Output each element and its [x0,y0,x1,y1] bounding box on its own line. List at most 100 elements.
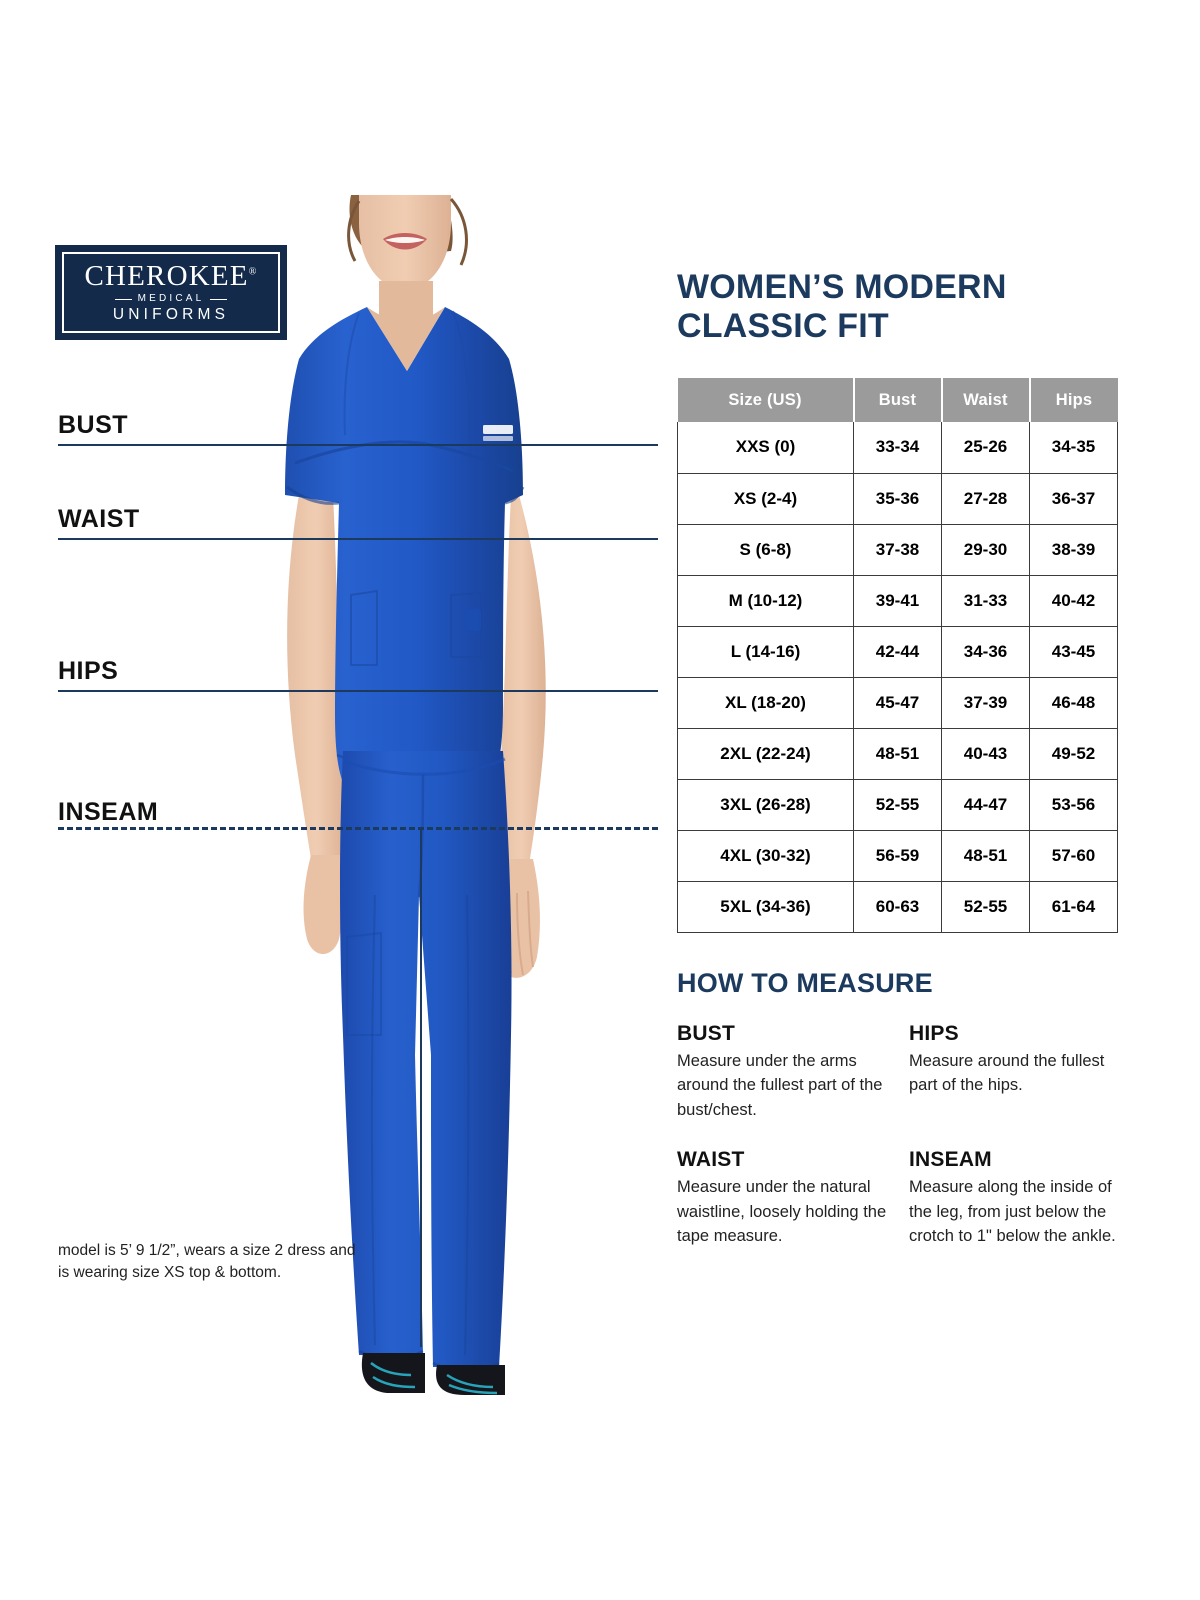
logo-rule-right-icon [210,298,228,300]
marker-label-hips: HIPS [58,657,119,685]
table-row: 5XL (34-36) 60-63 52-55 61-64 [677,881,1118,933]
table-row: XS (2-4) 35-36 27-28 36-37 [677,473,1118,525]
logo-brand-text: CHEROKEE® [84,262,257,291]
cherokee-logo: CHEROKEE® MEDICAL UNIFORMS [55,245,287,340]
cell-hips: 34-35 [1029,422,1118,474]
cell-bust: 56-59 [853,830,942,882]
logo-brand-label: CHEROKEE [84,260,249,293]
marker-line-hips [58,690,658,692]
table-row: XXS (0) 33-34 25-26 34-35 [677,422,1118,474]
logo-inner-frame: CHEROKEE® MEDICAL UNIFORMS [62,252,280,333]
cell-waist: 52-55 [941,881,1030,933]
cell-bust: 45-47 [853,677,942,729]
marker-label-inseam: INSEAM [58,798,159,826]
cell-bust: 42-44 [853,626,942,678]
table-row: 3XL (26-28) 52-55 44-47 53-56 [677,779,1118,831]
cell-hips: 46-48 [1029,677,1118,729]
cell-bust: 52-55 [853,779,942,831]
model-shoes [361,1353,505,1395]
cell-bust: 39-41 [853,575,942,627]
cell-waist: 29-30 [941,524,1030,576]
cell-waist: 27-28 [941,473,1030,525]
cell-size: XL (18-20) [677,677,854,729]
cell-size: 3XL (26-28) [677,779,854,831]
marker-line-inseam [58,827,658,830]
how-to-item-text: Measure under the arms around the fulles… [677,1052,883,1119]
table-row: 2XL (22-24) 48-51 40-43 49-52 [677,728,1118,780]
cell-size: M (10-12) [677,575,854,627]
cell-waist: 44-47 [941,779,1030,831]
column-header-hips: Hips [1029,378,1118,422]
how-to-item-title: WAIST [677,1148,745,1172]
marker-line-inseam-vertical [420,827,422,1347]
cell-waist: 48-51 [941,830,1030,882]
how-to-item-text: Measure along the inside of the leg, fro… [909,1178,1116,1246]
cell-size: XXS (0) [677,422,854,474]
brand-tag-icon [483,425,513,441]
column-header-waist: Waist [941,378,1031,422]
cell-waist: 40-43 [941,728,1030,780]
model-caption: model is 5’ 9 1/2”, wears a size 2 dress… [58,1242,356,1281]
how-to-item-bust: BUST Measure under the arms around the f… [677,1022,909,1122]
model-right-arm [497,495,546,894]
cell-size: 2XL (22-24) [677,728,854,780]
model-neck [379,281,433,327]
how-to-item-title: INSEAM [909,1148,992,1172]
cell-bust: 35-36 [853,473,942,525]
column-header-bust: Bust [853,378,943,422]
cell-hips: 53-56 [1029,779,1118,831]
logo-rule-left-icon [114,298,132,300]
how-to-measure-grid: BUST Measure under the arms around the f… [677,1022,1118,1248]
cell-hips: 57-60 [1029,830,1118,882]
scrub-pants [340,751,512,1372]
cell-waist: 34-36 [941,626,1030,678]
how-to-item-text: Measure around the fullest part of the h… [909,1052,1105,1095]
model-left-hand [303,855,344,954]
cell-bust: 37-38 [853,524,942,576]
how-to-measure-heading: HOW TO MEASURE [677,968,933,998]
column-header-size: Size (US) [677,378,855,422]
how-to-item-title: BUST [677,1022,735,1045]
cell-waist: 25-26 [941,422,1030,474]
how-to-item-inseam: INSEAM Measure along the inside of the l… [909,1148,1118,1248]
how-to-item-hips: HIPS Measure around the fullest part of … [909,1022,1118,1122]
size-chart-body: XXS (0) 33-34 25-26 34-35 XS (2-4) 35-36 27-2… [677,422,1118,933]
cell-hips: 49-52 [1029,728,1118,780]
cell-size: S (6-8) [677,524,854,576]
logo-medical-line: MEDICAL [114,293,228,305]
table-row: M (10-12) 39-41 31-33 40-42 [677,575,1118,627]
cell-bust: 48-51 [853,728,942,780]
cell-hips: 38-39 [1029,524,1118,576]
size-chart-head: Size (US) Bust Waist Hips [677,378,1118,422]
how-to-item-text: Measure under the natural waistline, loo… [677,1178,887,1246]
scrub-top [285,307,525,787]
cell-hips: 61-64 [1029,881,1118,933]
page-title: WOMEN’S MODERN CLASSIC FIT [677,268,1007,346]
table-row: L (14-16) 42-44 34-36 43-45 [677,626,1118,678]
logo-medical-label: MEDICAL [137,293,205,305]
cell-size: 5XL (34-36) [677,881,854,933]
cell-waist: 37-39 [941,677,1030,729]
model-head [347,195,468,291]
logo-registered-mark: ® [248,266,258,278]
cell-bust: 60-63 [853,881,942,933]
logo-uniforms-label: UNIFORMS [112,306,230,324]
cell-size: XS (2-4) [677,473,854,525]
marker-label-bust: BUST [58,411,129,439]
cell-hips: 36-37 [1029,473,1118,525]
marker-label-waist: WAIST [58,505,140,533]
cell-size: L (14-16) [677,626,854,678]
cell-hips: 40-42 [1029,575,1118,627]
how-to-item-waist: WAIST Measure under the natural waistlin… [677,1148,909,1248]
cell-hips: 43-45 [1029,626,1118,678]
cell-bust: 33-34 [853,422,942,474]
table-row: S (6-8) 37-38 29-30 38-39 [677,524,1118,576]
table-row: 4XL (30-32) 56-59 48-51 57-60 [677,830,1118,882]
table-header-row: Size (US) Bust Waist Hips [677,378,1118,422]
marker-line-bust [58,444,658,446]
marker-line-waist [58,538,658,540]
cell-waist: 31-33 [941,575,1030,627]
model-photo [255,195,655,1395]
table-row: XL (18-20) 45-47 37-39 46-48 [677,677,1118,729]
size-chart-table: Size (US) Bust Waist Hips XXS (0) 33-34 25… [677,378,1118,933]
